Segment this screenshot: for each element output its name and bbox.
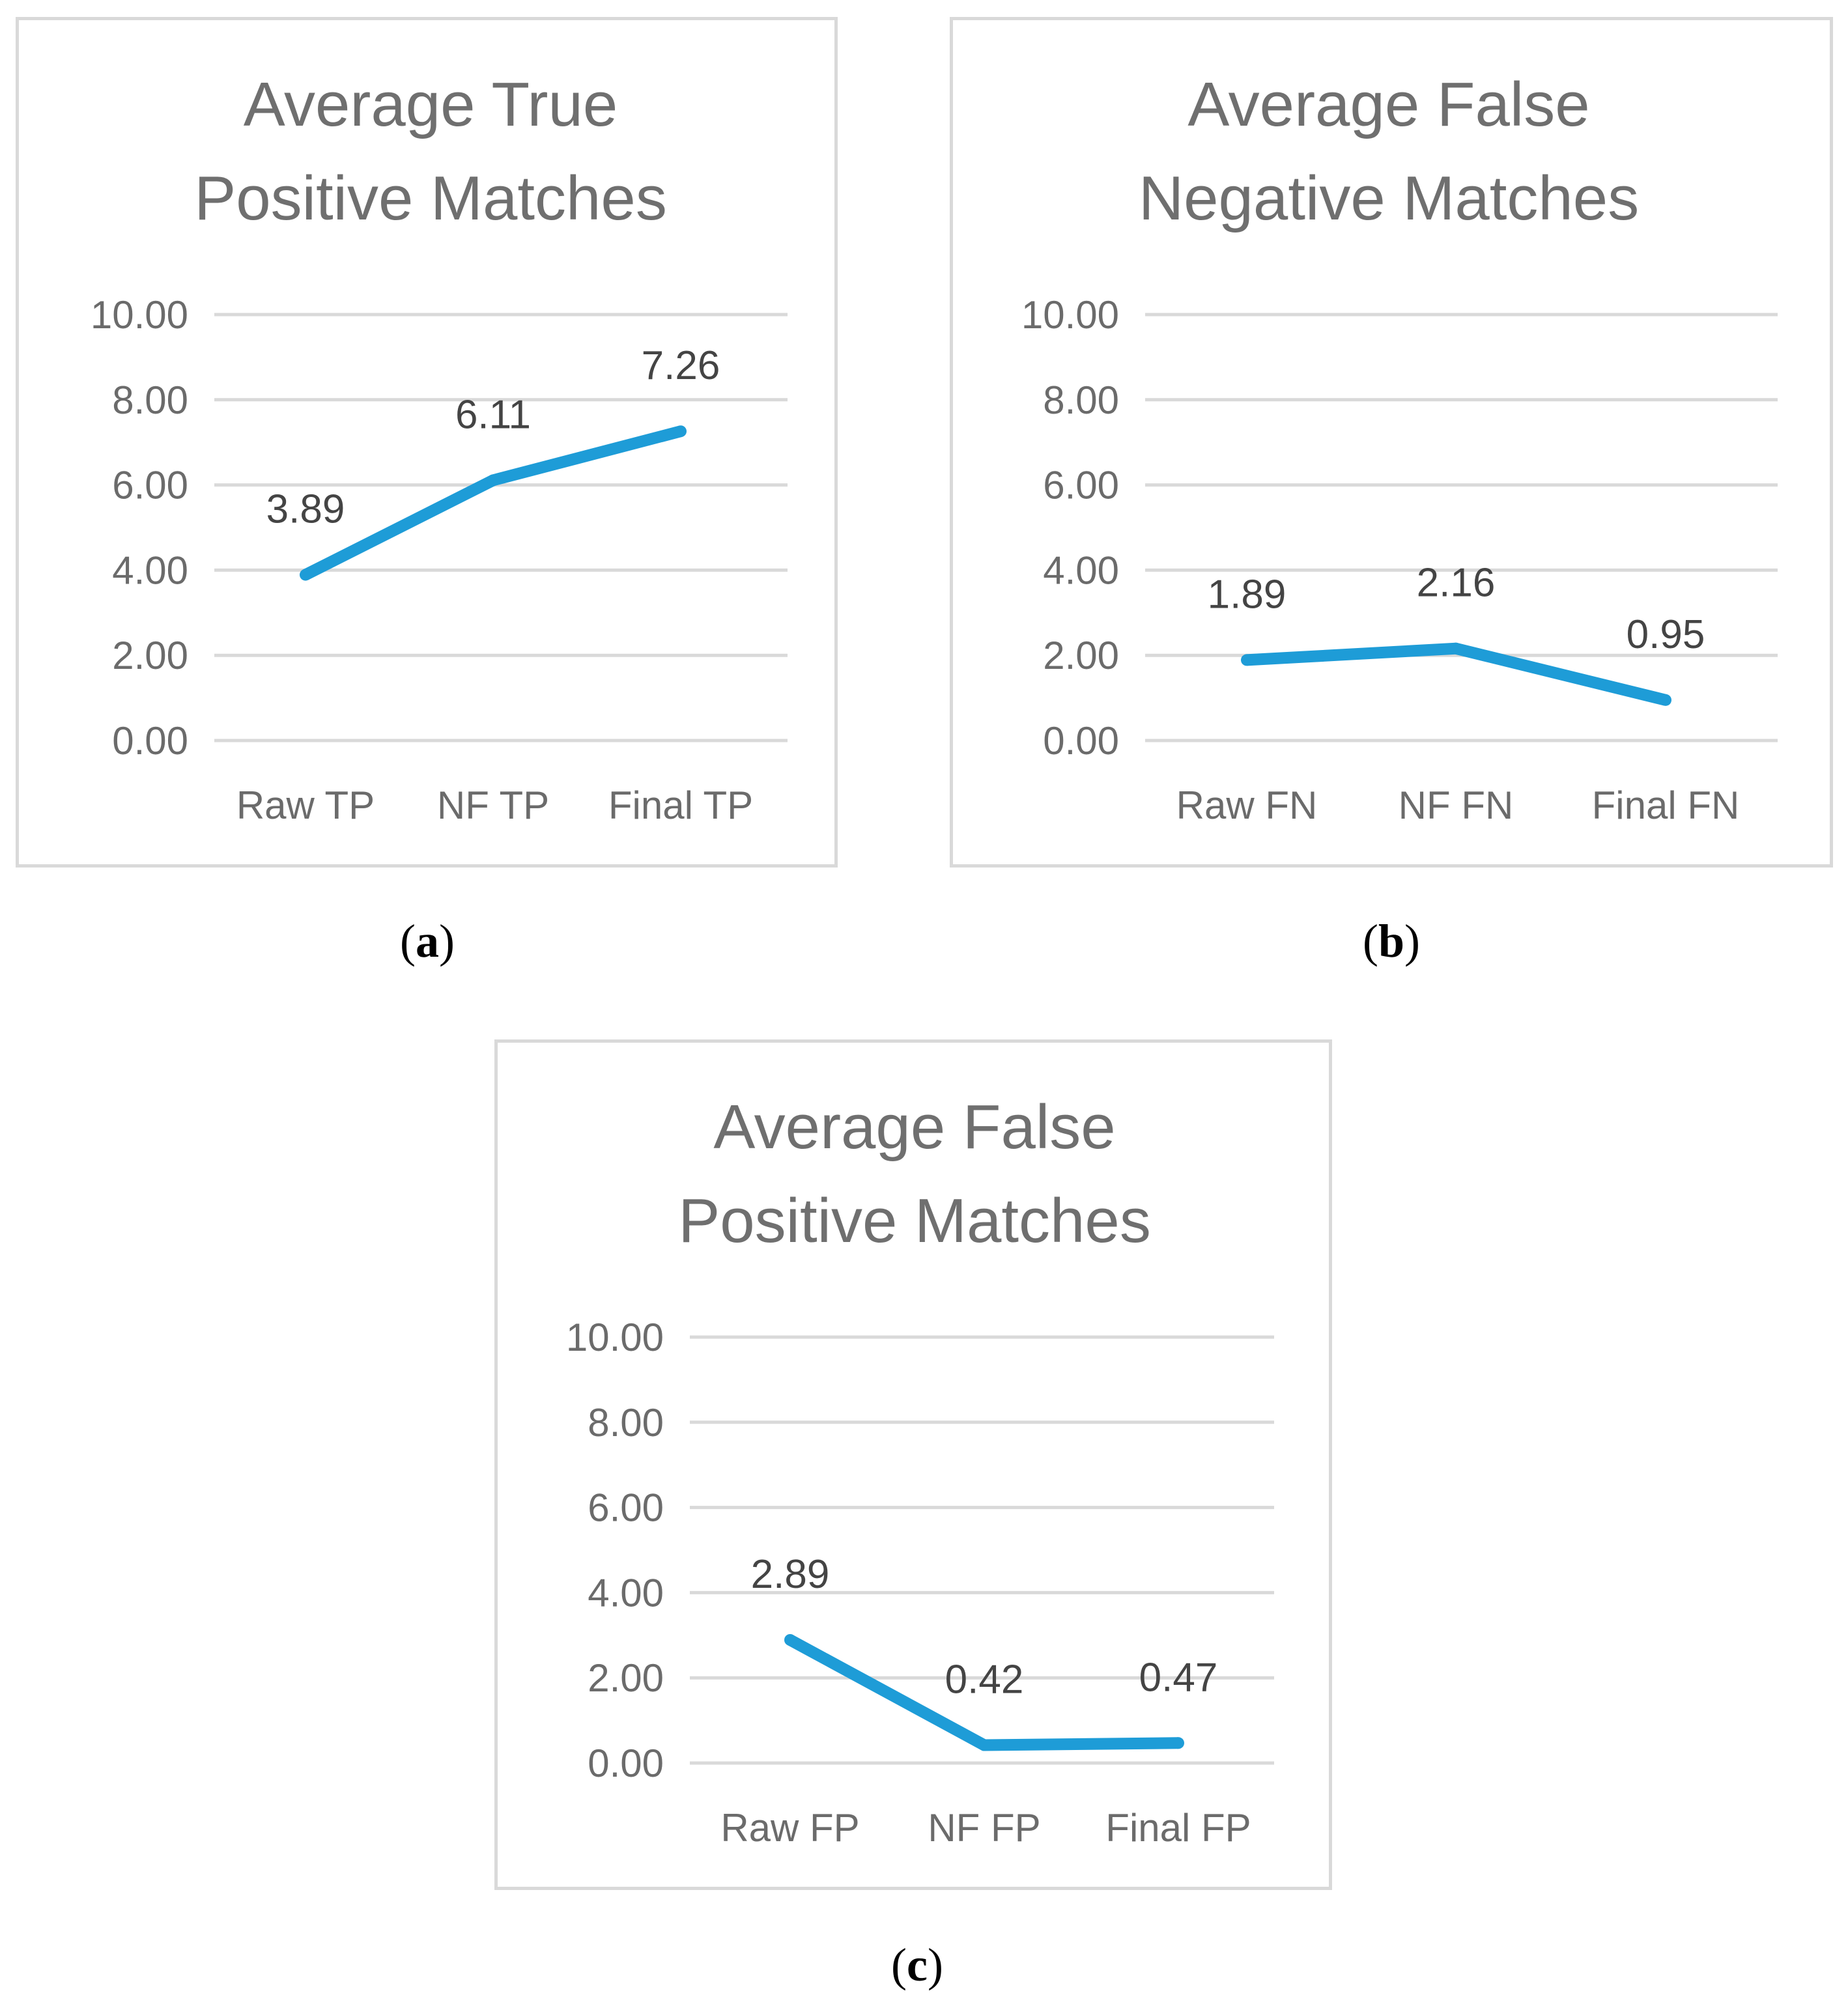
data-point [1241, 654, 1253, 666]
x-category-label: Raw FN [1176, 783, 1318, 827]
data-point [487, 474, 499, 487]
data-point [1450, 642, 1462, 655]
y-tick-label: 4.00 [112, 548, 188, 592]
y-tick-label: 2.00 [588, 1656, 664, 1700]
y-tick-label: 10.00 [1021, 293, 1119, 337]
data-label: 7.26 [642, 343, 720, 388]
y-tick-label: 0.00 [112, 719, 188, 763]
chart-panel-a: Average True Positive Matches 0.00 2.00 4.00… [16, 17, 838, 868]
y-tick-label: 8.00 [1043, 378, 1119, 422]
x-category-label: Final FP [1105, 1806, 1251, 1850]
chart-title-line: Positive Matches [678, 1186, 1151, 1256]
data-label: 0.42 [945, 1658, 1024, 1702]
x-category-label: NF TP [437, 783, 549, 827]
chart-a-svg: Average True Positive Matches 0.00 2.00 4.00… [91, 70, 788, 827]
y-tick-label: 8.00 [112, 378, 188, 422]
data-label: 0.47 [1139, 1655, 1218, 1700]
y-tick-label: 6.00 [112, 464, 188, 507]
chart-title-line: Average False [1187, 70, 1589, 139]
data-point [1660, 694, 1671, 706]
data-label: 0.95 [1627, 612, 1705, 657]
x-category-label: Raw FP [720, 1806, 859, 1850]
chart-title-line: Negative Matches [1139, 163, 1639, 233]
chart-title-line: Positive Matches [194, 163, 667, 233]
x-category-label: Final TP [608, 783, 753, 827]
caption-b: (b) [1362, 915, 1421, 967]
data-point [1173, 1737, 1184, 1749]
data-point [978, 1739, 990, 1751]
x-category-label: NF FP [928, 1806, 1040, 1850]
caption-c: (c) [891, 1939, 943, 1991]
y-tick-label: 10.00 [91, 293, 188, 337]
caption-a: (a) [400, 915, 455, 967]
chart-title-line: Average True [244, 70, 618, 139]
y-tick-label: 10.00 [566, 1316, 664, 1359]
y-tick-label: 2.00 [1043, 634, 1119, 677]
chart-panel-c: Average False Positive Matches 0.00 2.00 4.0… [494, 1039, 1332, 1890]
chart-c-svg: Average False Positive Matches 0.00 2.00 4.0… [566, 1092, 1274, 1850]
data-label: 6.11 [455, 392, 531, 437]
data-label: 1.89 [1208, 572, 1286, 617]
y-tick-label: 4.00 [588, 1571, 664, 1615]
y-tick-label: 6.00 [1043, 464, 1119, 507]
y-tick-label: 2.00 [112, 634, 188, 677]
x-category-label: Raw TP [236, 783, 375, 827]
series-line [302, 425, 683, 580]
data-label: 3.89 [266, 487, 345, 532]
chart-title-line: Average False [713, 1092, 1115, 1162]
data-point [300, 569, 311, 581]
y-tick-label: 6.00 [588, 1486, 664, 1530]
y-tick-label: 0.00 [588, 1742, 664, 1785]
data-label: 2.16 [1417, 561, 1496, 606]
y-tick-label: 8.00 [588, 1401, 664, 1445]
data-point [784, 1633, 796, 1646]
y-tick-label: 0.00 [1043, 719, 1119, 763]
chart-b-svg: Average False Negative Matches 0.00 2.00 4.0… [1021, 70, 1778, 827]
y-tick-label: 4.00 [1043, 548, 1119, 592]
x-category-label: Final FN [1592, 783, 1740, 827]
x-category-label: NF FN [1399, 783, 1514, 827]
data-label: 2.89 [751, 1552, 830, 1597]
chart-panel-b: Average False Negative Matches 0.00 2.00 4.0… [950, 17, 1833, 868]
data-point [675, 425, 687, 438]
